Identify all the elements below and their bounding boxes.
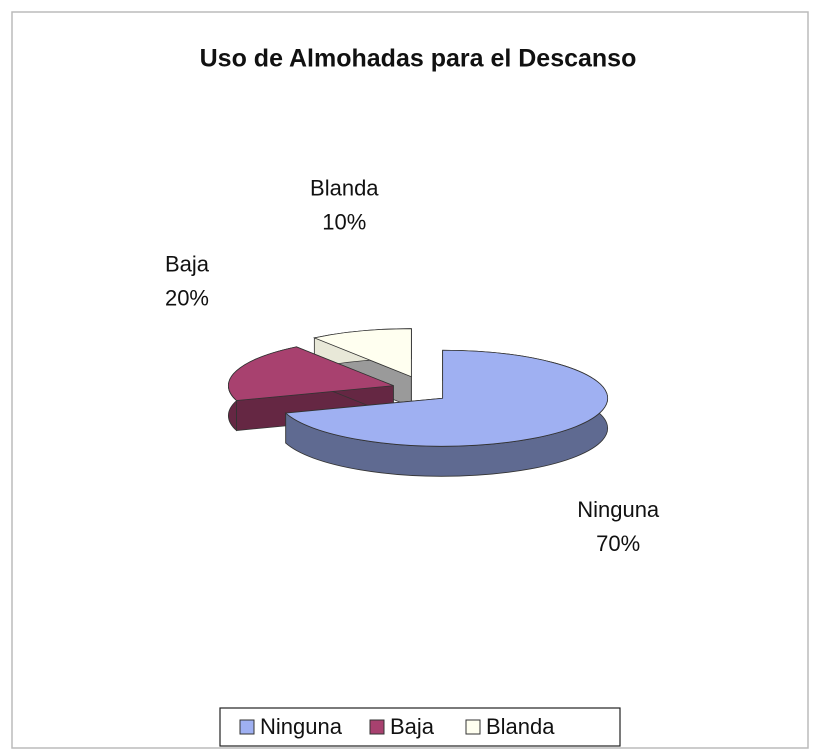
data-label-name: Baja	[165, 251, 210, 276]
slice	[227, 346, 394, 401]
legend-label: Blanda	[486, 714, 555, 739]
legend-swatch	[465, 719, 481, 735]
chart-title: Uso de Almohadas para el Descanso	[200, 45, 637, 73]
legend-label: Baja	[390, 714, 435, 739]
data-label-name: Ninguna	[577, 497, 660, 522]
slice	[284, 349, 609, 447]
slice	[312, 328, 412, 378]
legend-swatch	[369, 719, 385, 735]
legend-label: Ninguna	[260, 714, 343, 739]
data-label-value: 70%	[596, 531, 640, 556]
legend-box	[219, 707, 621, 747]
data-label-value: 10%	[322, 210, 366, 235]
data-label-value: 20%	[165, 285, 209, 310]
legend-swatch	[239, 719, 255, 735]
data-label-name: Blanda	[310, 176, 379, 201]
